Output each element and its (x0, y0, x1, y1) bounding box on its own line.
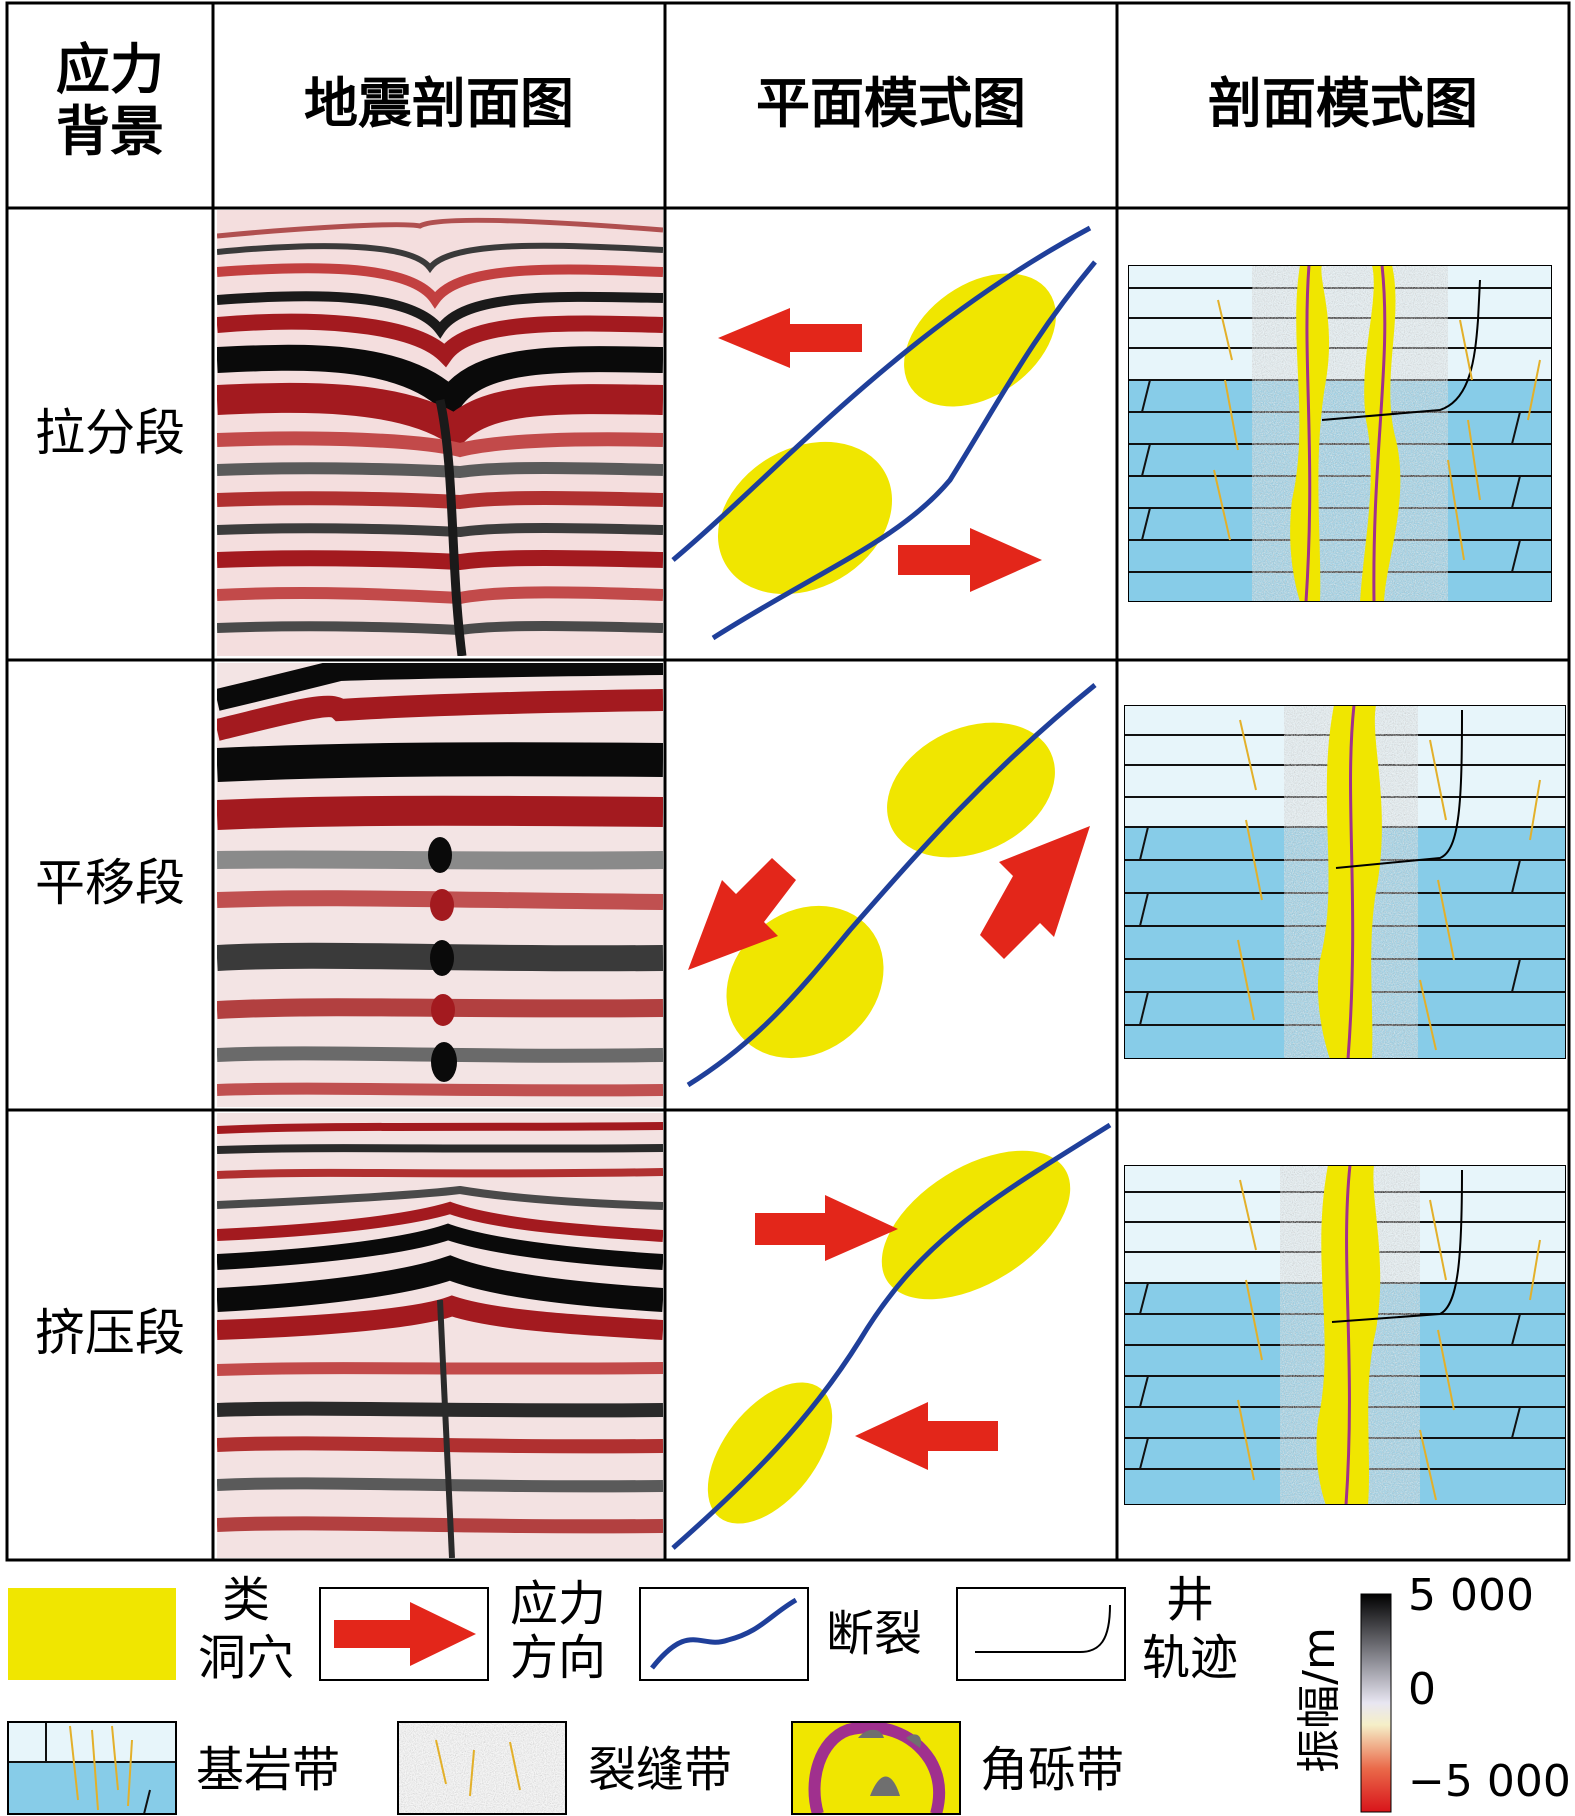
section-model-pull-apart (1128, 265, 1552, 602)
colorbar-title: 振幅/m (1294, 1627, 1345, 1773)
fault-line (671, 1122, 1112, 1550)
colorbar-gradient (1360, 1593, 1392, 1813)
plan-model-compression (671, 1122, 1112, 1550)
plan-model-strike-slip (686, 683, 1097, 1088)
legend-fracture-label: 裂缝带 (588, 1742, 732, 1798)
fault-line-icon (650, 1597, 798, 1670)
legend-fault-label: 断裂 (826, 1606, 922, 1662)
legend-well: 井 轨迹 (956, 1572, 1238, 1686)
stress-arrow (755, 1195, 898, 1261)
fault-line (686, 683, 1097, 1088)
section-model-strike-slip (1124, 705, 1566, 1059)
legend-cavity-label-line1: 类 (222, 1572, 270, 1628)
legend-well-line2: 轨迹 (1142, 1630, 1238, 1686)
fault-line (671, 225, 1092, 562)
colorbar-max: 5 000 (1408, 1570, 1534, 1621)
legend-breccia-label: 角砾带 (980, 1742, 1124, 1798)
seismic-section-strike-slip (217, 663, 663, 1107)
well-trajectory-icon (975, 1604, 1111, 1653)
colorbar-mid: 0 (1408, 1664, 1436, 1715)
stress-arrow (898, 528, 1042, 592)
legend-cavity-swatch (8, 1588, 176, 1680)
stress-arrow-icon (334, 1602, 476, 1666)
legend-cavity-label-line2: 洞穴 (198, 1630, 294, 1686)
amplitude-colorbar: 振幅/m 5 000 0 −5 000 (1294, 1570, 1571, 1813)
colorbar-min: −5 000 (1408, 1756, 1571, 1807)
row-label-pull-apart: 拉分段 (35, 404, 185, 462)
stress-arrow (688, 858, 796, 970)
stress-arrow (980, 826, 1090, 959)
legend-stress-direction-line1: 应力 (510, 1576, 606, 1632)
cavity-ellipse (904, 273, 1056, 407)
seismic-section-pull-apart (217, 210, 663, 656)
legend-bedrock-label: 基岩带 (196, 1742, 340, 1798)
legend-stress-direction: 应力 方向 (319, 1576, 606, 1686)
seismic-section-compression (217, 1113, 663, 1558)
stress-arrow (855, 1402, 998, 1470)
legend-cavity: 类 洞穴 (8, 1572, 294, 1686)
stress-arrow (718, 308, 862, 368)
section-model-compression (1124, 1165, 1566, 1505)
legend-breccia: 角砾带 (791, 1721, 1124, 1815)
header-seismic: 地震剖面图 (304, 72, 574, 135)
legend-fracture: 裂缝带 (397, 1721, 732, 1815)
header-stress-line1: 应力 (56, 38, 164, 101)
table-grid (5, 1, 1571, 1562)
cavity-ellipse (881, 1150, 1071, 1300)
legend-fault: 断裂 (639, 1587, 922, 1681)
fault-line (711, 260, 1097, 641)
header-stress-line2: 背景 (56, 100, 164, 163)
cavity-ellipse (717, 441, 893, 595)
header-plan: 平面模式图 (756, 72, 1026, 135)
row-label-strike-slip: 平移段 (35, 854, 185, 912)
plan-model-pull-apart (671, 225, 1097, 641)
row-label-compression: 挤压段 (35, 1304, 185, 1362)
legend-stress-direction-line2: 方向 (510, 1630, 606, 1686)
legend-well-line1: 井 (1166, 1572, 1214, 1628)
legend-bedrock: 基岩带 (7, 1721, 340, 1815)
header-section: 剖面模式图 (1208, 72, 1478, 135)
